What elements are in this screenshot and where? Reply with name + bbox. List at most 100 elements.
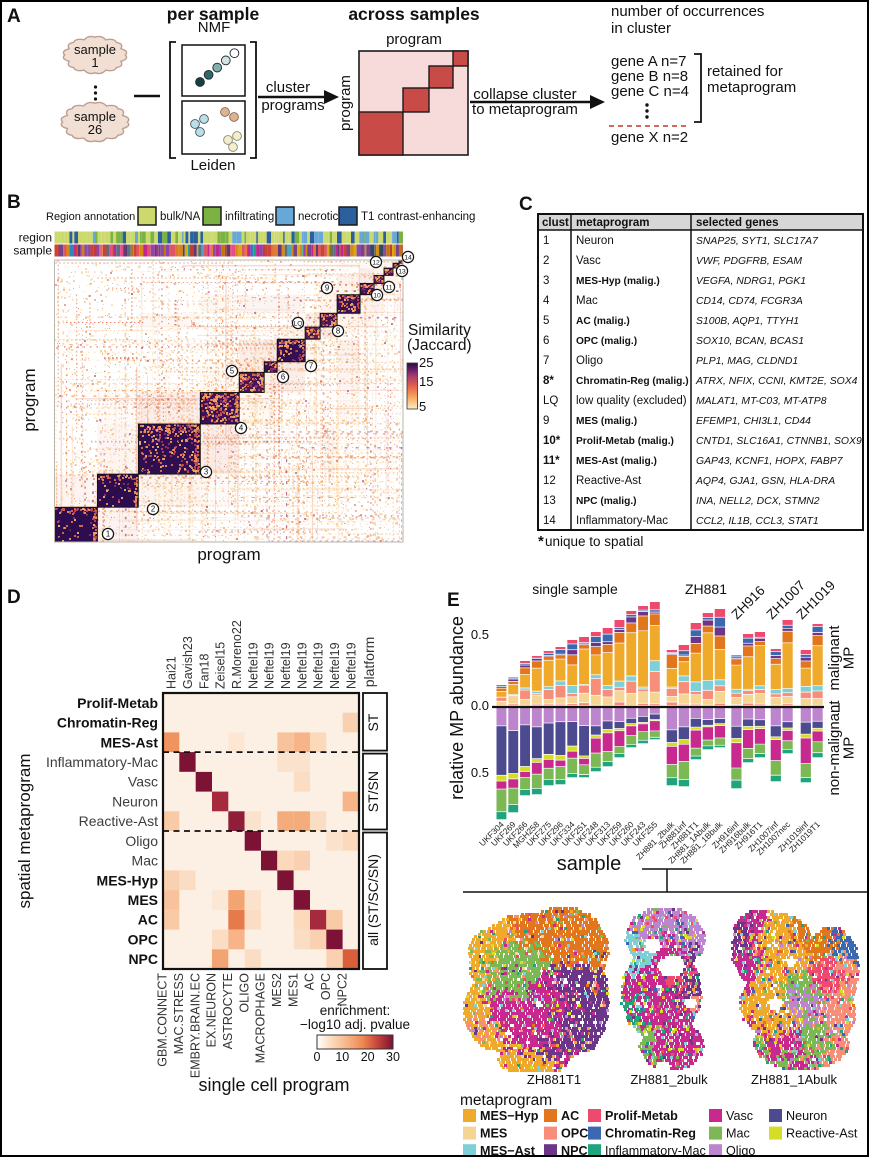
svg-text:6: 6: [281, 373, 285, 382]
svg-text:13: 13: [543, 495, 556, 507]
svg-text:CCL2, IL1B, CCL3, STAT1: CCL2, IL1B, CCL3, STAT1: [696, 516, 819, 527]
svg-text:MALAT1, MT-C03, MT-ATP8: MALAT1, MT-C03, MT-ATP8: [696, 396, 827, 407]
svg-text:Neftel19: Neftel19: [312, 642, 326, 689]
svg-text:selected genes: selected genes: [696, 217, 778, 229]
svg-text:14: 14: [404, 255, 412, 262]
svg-text:VEGFA, NDRG1, PGK1: VEGFA, NDRG1, PGK1: [696, 276, 806, 287]
svg-text:EMBRY.BRAIN.EC: EMBRY.BRAIN.EC: [188, 973, 202, 1078]
svg-text:Inflammatory-Mac: Inflammatory-Mac: [46, 754, 158, 770]
svg-text:7: 7: [309, 362, 313, 371]
svg-text:0.5: 0.5: [471, 765, 489, 780]
svg-text:Neftel19: Neftel19: [328, 642, 342, 689]
svg-text:E: E: [447, 590, 460, 611]
svg-text:Prolif-Metab (malig.): Prolif-Metab (malig.): [576, 436, 674, 447]
svg-text:A: A: [7, 6, 21, 27]
svg-text:MES−Hyp: MES−Hyp: [480, 1109, 539, 1123]
svg-text:Reactive-Ast: Reactive-Ast: [576, 475, 642, 487]
svg-text:programs: programs: [261, 97, 324, 114]
svg-text:Mac: Mac: [576, 295, 598, 307]
svg-text:VWF, PDGFRB, ESAM: VWF, PDGFRB, ESAM: [696, 256, 802, 267]
svg-text:Mac: Mac: [132, 853, 158, 869]
svg-text:Prolif-Metab: Prolif-Metab: [77, 695, 158, 711]
svg-text:metaprogram: metaprogram: [460, 1092, 552, 1109]
svg-text:ATRX, NFIX, CCNI, KMT2E, SOX4: ATRX, NFIX, CCNI, KMT2E, SOX4: [695, 376, 858, 387]
svg-text:metaprogram: metaprogram: [707, 79, 796, 96]
svg-text:CD14, CD74, FCGR3A: CD14, CD74, FCGR3A: [696, 296, 803, 307]
svg-text:ZH881: ZH881: [685, 581, 727, 597]
svg-text:MES: MES: [128, 892, 158, 908]
svg-text:SOX10, BCAN, BCAS1: SOX10, BCAN, BCAS1: [696, 336, 804, 347]
svg-text:Chromatin-Reg: Chromatin-Reg: [605, 1127, 696, 1141]
svg-text:(Jaccard): (Jaccard): [407, 337, 472, 354]
svg-text:Inflammatory-Mac: Inflammatory-Mac: [605, 1144, 706, 1157]
svg-text:MES-Hyp (malig.): MES-Hyp (malig.): [576, 276, 660, 287]
svg-text:OPC: OPC: [319, 973, 333, 1000]
svg-text:NPC (malig.): NPC (malig.): [576, 496, 637, 507]
svg-text:relative MP abundance: relative MP abundance: [447, 616, 467, 800]
svg-text:ZH881_2bulk: ZH881_2bulk: [630, 1072, 708, 1087]
svg-text:NPC2: NPC2: [335, 973, 349, 1006]
svg-text:Chromatin-Reg (malig.): Chromatin-Reg (malig.): [576, 376, 689, 387]
svg-text:Oligo: Oligo: [576, 355, 603, 367]
svg-text:14: 14: [543, 515, 556, 527]
svg-text:collapse cluster: collapse cluster: [473, 86, 576, 103]
svg-text:AC: AC: [561, 1109, 579, 1123]
svg-text:5: 5: [543, 315, 549, 327]
svg-text:AC: AC: [138, 912, 158, 928]
svg-text:sample: sample: [74, 109, 116, 124]
svg-text:NPC: NPC: [561, 1144, 588, 1157]
svg-text:13: 13: [398, 269, 406, 276]
svg-text:9: 9: [543, 415, 549, 427]
svg-text:Prolif-Metab: Prolif-Metab: [605, 1109, 678, 1123]
svg-text:OLIGO: OLIGO: [237, 973, 251, 1013]
svg-text:across samples: across samples: [348, 4, 480, 24]
svg-text:platform: platform: [361, 637, 377, 688]
svg-text:4: 4: [543, 295, 550, 307]
svg-text:MES-Ast: MES-Ast: [100, 734, 158, 750]
svg-text:ASTROCYTE: ASTROCYTE: [221, 973, 235, 1049]
svg-text:cluster: cluster: [266, 79, 310, 96]
svg-text:sample: sample: [74, 42, 116, 57]
svg-text:gene B n=8: gene B n=8: [611, 68, 688, 85]
svg-text:non-malignant: non-malignant: [826, 700, 843, 796]
svg-text:25: 25: [419, 355, 433, 370]
svg-text:Neuron: Neuron: [112, 793, 158, 809]
svg-text:sample: sample: [557, 853, 621, 875]
svg-text:number of occurrences: number of occurrences: [611, 3, 764, 20]
svg-text:retained for: retained for: [707, 63, 783, 80]
svg-text:OPC (malig.): OPC (malig.): [576, 336, 637, 347]
svg-text:12: 12: [543, 475, 556, 487]
svg-text:single sample: single sample: [532, 581, 618, 597]
svg-text:MP: MP: [841, 737, 858, 760]
svg-text:MAC.STRESS: MAC.STRESS: [172, 973, 186, 1054]
svg-text:5: 5: [230, 367, 235, 376]
svg-text:GBM.CONNECT: GBM.CONNECT: [156, 973, 170, 1067]
svg-text:Mac: Mac: [726, 1127, 750, 1141]
svg-text:Region annotation: Region annotation: [46, 211, 135, 223]
svg-text:bulk/NA: bulk/NA: [160, 211, 201, 223]
svg-text:ST: ST: [365, 713, 381, 731]
svg-text:ZH881_1Abulk: ZH881_1Abulk: [751, 1072, 837, 1087]
svg-text:D: D: [7, 587, 21, 608]
svg-text:Neftel19: Neftel19: [295, 642, 309, 689]
svg-text:AC: AC: [303, 973, 317, 990]
svg-text:T1 contrast-enhancing: T1 contrast-enhancing: [361, 211, 475, 223]
svg-text:spatial metaprogram: spatial metaprogram: [15, 754, 34, 909]
svg-text:malignant: malignant: [826, 625, 843, 691]
svg-text:7: 7: [543, 355, 549, 367]
svg-text:Inflammatory-Mac: Inflammatory-Mac: [576, 515, 668, 527]
svg-text:S100B, AQP1, TTYH1: S100B, AQP1, TTYH1: [696, 316, 799, 327]
svg-text:10: 10: [373, 293, 381, 300]
svg-text:8*: 8*: [543, 375, 554, 387]
svg-text:Gavish23: Gavish23: [181, 636, 195, 689]
svg-text:Fan18: Fan18: [197, 654, 211, 689]
svg-text:low quality (excluded): low quality (excluded): [576, 395, 687, 407]
svg-text:NPC: NPC: [128, 951, 158, 967]
svg-text:EX.NEURON: EX.NEURON: [205, 973, 219, 1047]
svg-text:program: program: [386, 31, 442, 48]
svg-text:sample: sample: [13, 244, 52, 258]
svg-text:10*: 10*: [543, 435, 561, 447]
svg-text:15: 15: [419, 374, 433, 389]
svg-text:−log10 adj. pvalue: −log10 adj. pvalue: [300, 1017, 410, 1032]
svg-text:Neftel19: Neftel19: [246, 642, 260, 689]
